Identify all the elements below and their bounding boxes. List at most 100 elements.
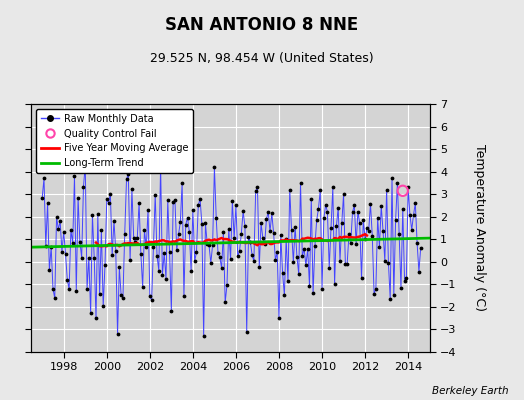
Point	[178, 180, 187, 186]
Point	[56, 218, 64, 224]
Point	[350, 202, 358, 209]
Point	[278, 270, 287, 276]
Point	[38, 194, 47, 201]
Point	[151, 192, 159, 198]
Point	[293, 254, 301, 260]
Point	[325, 264, 333, 271]
Point	[144, 206, 152, 213]
Point	[363, 225, 371, 232]
Point	[223, 282, 231, 288]
Point	[153, 252, 161, 259]
Point	[291, 224, 299, 230]
Point	[167, 308, 176, 315]
Point	[119, 295, 127, 301]
Point	[271, 256, 280, 263]
Point	[366, 200, 375, 207]
Point	[386, 296, 395, 302]
Point	[320, 215, 328, 222]
Point	[137, 251, 145, 257]
Point	[303, 246, 312, 252]
Point	[210, 164, 219, 170]
Point	[225, 225, 233, 232]
Point	[241, 223, 249, 229]
Point	[176, 219, 184, 226]
Point	[124, 171, 133, 177]
Point	[69, 240, 77, 246]
Point	[314, 206, 323, 212]
Point	[78, 254, 86, 261]
Point	[388, 175, 396, 182]
Point	[138, 284, 147, 290]
Y-axis label: Temperature Anomaly (°C): Temperature Anomaly (°C)	[473, 144, 486, 312]
Point	[209, 242, 217, 248]
Point	[169, 199, 177, 205]
Point	[402, 275, 410, 281]
Point	[203, 240, 211, 247]
Point	[345, 231, 353, 238]
Point	[155, 267, 163, 274]
Text: SAN ANTONIO 8 NNE: SAN ANTONIO 8 NNE	[166, 16, 358, 34]
Point	[58, 248, 66, 255]
Point	[52, 214, 61, 220]
Point	[380, 258, 389, 264]
Point	[397, 285, 405, 291]
Point	[232, 202, 240, 209]
Point	[174, 231, 183, 238]
Point	[108, 252, 116, 258]
Point	[408, 226, 416, 233]
Point	[95, 291, 104, 298]
Point	[346, 239, 355, 246]
Point	[393, 180, 401, 186]
Point	[374, 215, 382, 221]
Point	[110, 218, 118, 224]
Point	[140, 227, 149, 233]
Point	[316, 187, 324, 194]
Point	[180, 293, 188, 299]
Point	[122, 176, 130, 182]
Point	[183, 214, 192, 221]
Point	[163, 197, 172, 204]
Point	[54, 226, 62, 232]
Point	[264, 209, 272, 216]
Point	[340, 191, 348, 197]
Point	[399, 188, 407, 194]
Point	[45, 267, 53, 273]
Point	[361, 236, 369, 242]
Point	[404, 184, 412, 191]
Point	[383, 186, 391, 193]
Point	[253, 184, 261, 191]
Point	[117, 292, 125, 298]
Point	[284, 277, 292, 284]
Point	[41, 243, 50, 249]
Point	[81, 162, 90, 168]
Point	[47, 244, 56, 250]
Point	[255, 264, 264, 270]
Point	[334, 204, 342, 211]
Point	[336, 257, 344, 264]
Point	[355, 220, 364, 226]
Point	[198, 220, 206, 227]
Point	[121, 231, 129, 237]
Point	[280, 292, 289, 298]
Point	[331, 281, 339, 287]
Point	[230, 235, 238, 241]
Point	[406, 212, 414, 218]
Point	[205, 242, 213, 249]
Point	[113, 331, 122, 337]
Point	[368, 233, 376, 239]
Point	[275, 315, 283, 321]
Point	[312, 217, 321, 224]
Point	[104, 200, 113, 206]
Point	[239, 208, 247, 215]
Point	[219, 229, 227, 235]
Point	[63, 277, 71, 283]
Point	[337, 220, 346, 226]
Point	[49, 286, 57, 292]
Text: 29.525 N, 98.454 W (United States): 29.525 N, 98.454 W (United States)	[150, 52, 374, 65]
Point	[215, 254, 224, 260]
Point	[226, 256, 235, 263]
Point	[298, 253, 307, 259]
Point	[185, 228, 193, 235]
Point	[377, 203, 386, 209]
Point	[158, 272, 167, 278]
